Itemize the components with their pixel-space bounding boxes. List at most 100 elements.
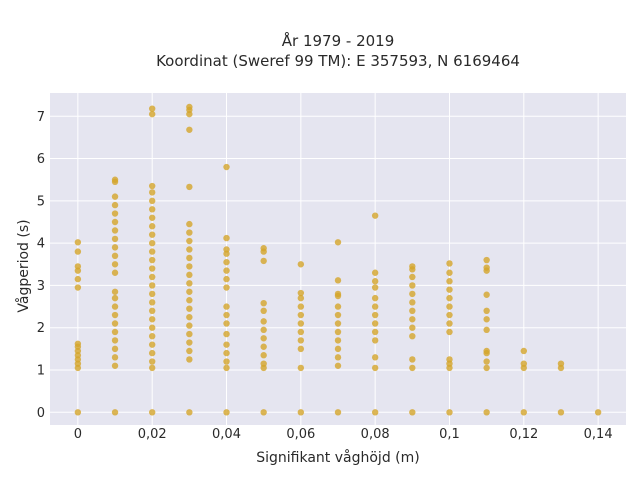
data-point (260, 352, 267, 359)
data-point (148, 341, 156, 348)
data-point (260, 326, 267, 334)
data-point (74, 239, 82, 246)
data-point (483, 256, 490, 264)
data-point (111, 354, 119, 361)
data-point (557, 409, 565, 416)
tick-labels: 0 1 2 3 4 5 6 7 0 0,02 0,04 0,06 0,08 0,1 0,12 0,14 (37, 110, 613, 442)
data-point (334, 337, 342, 344)
data-point (334, 354, 342, 361)
data-point (297, 337, 305, 344)
data-point (111, 252, 119, 260)
y-tick-label: 3 (37, 279, 45, 294)
data-point (148, 299, 156, 306)
data-point (186, 280, 193, 287)
data-point (297, 294, 305, 302)
data-point (74, 340, 82, 347)
data-point (186, 103, 193, 111)
data-point (223, 341, 230, 348)
data-point (520, 347, 528, 355)
x-tick-label: 0,14 (584, 427, 613, 442)
data-point (409, 273, 416, 281)
data-point (186, 409, 193, 416)
data-point (111, 227, 119, 234)
data-point (186, 330, 193, 338)
data-point (371, 303, 379, 310)
data-point (148, 206, 156, 213)
data-point (334, 409, 342, 416)
data-point (223, 284, 230, 291)
data-point (371, 284, 379, 291)
data-point (446, 278, 453, 285)
data-point (334, 320, 342, 327)
data-point (223, 303, 230, 310)
data-point (334, 311, 342, 319)
data-point (483, 364, 490, 372)
data-point (334, 290, 342, 298)
data-point (186, 305, 193, 312)
data-point (148, 273, 156, 281)
data-point (334, 345, 342, 353)
data-point (186, 229, 193, 236)
data-point (297, 303, 305, 310)
data-point (186, 288, 193, 295)
data-point (557, 360, 565, 367)
x-axis-title: Signifikant våghöjd (m) (256, 449, 419, 466)
data-point (334, 239, 342, 246)
x-tick-label: 0,1 (439, 427, 460, 442)
data-point (186, 220, 193, 228)
data-point (148, 214, 156, 221)
data-point (223, 163, 230, 171)
data-point (409, 290, 416, 298)
data-point (446, 356, 453, 363)
data-point (223, 311, 230, 319)
data-point (148, 248, 156, 255)
x-tick-label: 0,02 (138, 427, 167, 442)
y-tick-label: 1 (37, 364, 45, 379)
data-point (111, 311, 119, 319)
data-point (223, 349, 230, 357)
data-point (334, 328, 342, 336)
data-point (74, 284, 82, 291)
data-point (111, 244, 119, 251)
data-point (334, 362, 342, 369)
data-point (223, 320, 230, 327)
x-tick-label: 0,08 (361, 427, 390, 442)
data-point (111, 294, 119, 302)
data-point (483, 291, 490, 298)
data-point (186, 322, 193, 329)
data-point (446, 328, 453, 336)
data-point (446, 260, 453, 267)
x-tick-label: 0,06 (286, 427, 315, 442)
data-point (111, 261, 119, 268)
data-point (74, 275, 82, 283)
data-point (334, 303, 342, 310)
data-point (260, 245, 267, 252)
y-tick-label: 2 (37, 321, 45, 336)
data-point (260, 409, 267, 416)
data-point (297, 289, 305, 297)
data-point (446, 311, 453, 319)
data-point (409, 364, 416, 372)
data-point (148, 316, 156, 323)
data-point (297, 328, 305, 336)
data-point (223, 275, 230, 283)
data-point (111, 409, 119, 416)
data-point (111, 288, 119, 295)
data-point (371, 320, 379, 327)
data-point (148, 324, 156, 331)
data-point (483, 409, 490, 416)
data-point (409, 263, 416, 270)
data-point (186, 126, 193, 133)
data-point (186, 339, 193, 346)
data-point (74, 409, 82, 416)
data-point (483, 347, 490, 355)
y-tick-label: 7 (37, 110, 45, 125)
data-points (74, 103, 602, 416)
y-tick-label: 5 (37, 194, 45, 209)
data-point (446, 294, 453, 302)
data-point (74, 263, 82, 270)
data-point (483, 316, 490, 323)
data-point (223, 258, 230, 266)
data-point (371, 354, 379, 361)
data-point (148, 307, 156, 315)
